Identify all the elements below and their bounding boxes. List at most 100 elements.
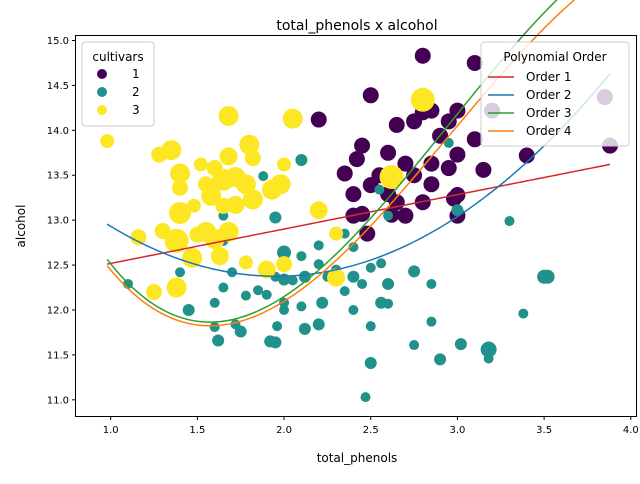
data-point-cultivar-3 <box>309 201 328 220</box>
data-point-cultivar-1 <box>449 146 466 163</box>
legend-polynomial: Polynomial Order Order 1 Order 2 Order 3 Or… <box>480 41 630 147</box>
data-point-cultivar-1 <box>414 47 431 64</box>
y-tick-label: 13.5 <box>47 171 69 182</box>
y-tick-label: 15.0 <box>47 36 69 47</box>
data-point-cultivar-2 <box>426 278 437 289</box>
data-point-cultivar-2 <box>383 210 394 221</box>
data-point-cultivar-2 <box>451 204 464 217</box>
data-point-cultivar-2 <box>348 242 359 253</box>
x-axis: 1.0 1.5 2.0 2.5 3.0 3.5 4.0 <box>103 416 639 436</box>
x-tick-label: 1.5 <box>189 425 205 436</box>
data-point-cultivar-3 <box>201 185 222 206</box>
y-axis: 11.0 11.5 12.0 12.5 13.0 13.5 14.0 14.5 15.0 <box>47 36 76 406</box>
data-point-cultivar-2 <box>382 277 395 290</box>
data-point-cultivar-2 <box>348 304 359 315</box>
x-tick-label: 2.0 <box>276 425 292 436</box>
data-point-cultivar-2 <box>409 340 420 351</box>
legend-polynomial-title: Polynomial Order <box>503 50 606 64</box>
data-point-cultivar-2 <box>408 265 421 278</box>
y-axis-label: alcohol <box>14 205 28 248</box>
legend-cultivars-box <box>81 41 155 127</box>
legend-polynomial-box <box>480 41 630 147</box>
data-point-cultivar-3 <box>239 134 260 155</box>
data-point-cultivar-1 <box>466 54 483 71</box>
data-point-cultivar-3 <box>329 226 344 241</box>
data-point-cultivar-2 <box>175 267 186 278</box>
data-point-cultivar-2 <box>483 353 494 364</box>
data-point-cultivar-1 <box>336 165 353 182</box>
data-point-cultivar-2 <box>518 308 529 319</box>
data-point-cultivar-2 <box>480 341 497 358</box>
data-point-cultivar-3 <box>210 247 229 266</box>
y-tick-label: 12.0 <box>47 305 69 316</box>
data-point-cultivar-2 <box>287 275 298 286</box>
data-point-cultivar-2 <box>364 356 377 369</box>
y-tick-label: 12.5 <box>47 261 69 272</box>
fit-line-order-3 <box>106 0 558 323</box>
data-point-cultivar-2 <box>313 259 324 270</box>
legend-cultivar-1-label: 1 <box>132 67 140 81</box>
data-point-cultivar-1 <box>388 116 405 133</box>
x-tick-label: 2.5 <box>363 425 379 436</box>
data-point-cultivar-2 <box>269 211 282 224</box>
data-point-cultivar-1 <box>440 160 457 177</box>
data-point-cultivar-3 <box>189 226 206 243</box>
data-point-cultivar-3 <box>410 87 435 112</box>
legend-order-2-label: Order 2 <box>526 88 572 102</box>
data-point-cultivar-2 <box>504 216 515 227</box>
data-point-cultivar-1 <box>345 186 362 203</box>
data-point-cultivar-1 <box>397 207 414 224</box>
data-point-cultivar-2 <box>240 290 251 301</box>
data-point-cultivar-2 <box>218 282 229 293</box>
y-tick-label: 14.5 <box>47 81 69 92</box>
data-point-cultivar-3 <box>282 108 303 129</box>
data-point-cultivar-1 <box>449 102 466 119</box>
legend-order-1-label: Order 1 <box>526 70 572 84</box>
y-tick-label: 11.5 <box>47 350 69 361</box>
data-point-cultivar-2 <box>209 322 220 333</box>
data-point-cultivar-3 <box>257 260 276 279</box>
data-point-cultivar-2 <box>347 270 360 283</box>
data-point-cultivar-3 <box>130 229 147 246</box>
data-point-cultivar-1 <box>518 147 535 164</box>
points-layer <box>100 47 618 403</box>
data-point-cultivar-2 <box>426 316 437 327</box>
data-point-cultivar-3 <box>166 277 187 298</box>
x-tick-label: 1.0 <box>103 425 119 436</box>
data-point-cultivar-3 <box>151 146 168 163</box>
data-point-cultivar-2 <box>339 286 350 297</box>
data-point-cultivar-3 <box>172 179 189 196</box>
x-tick-label: 4.0 <box>623 425 639 436</box>
data-point-cultivar-2 <box>269 336 282 349</box>
data-point-cultivar-2 <box>212 334 225 347</box>
data-point-cultivar-2 <box>312 318 325 331</box>
data-point-cultivar-3 <box>238 255 253 270</box>
data-point-cultivar-1 <box>423 176 440 193</box>
fit-line-order-2 <box>106 73 611 278</box>
data-point-cultivar-3 <box>244 150 261 167</box>
data-point-cultivar-3 <box>235 174 256 195</box>
legend-cultivar-1-marker <box>97 69 107 79</box>
data-point-cultivar-3 <box>186 198 201 213</box>
legend-cultivar-3-label: 3 <box>132 103 140 117</box>
data-point-cultivar-3 <box>212 168 235 191</box>
data-point-cultivar-1 <box>354 137 371 154</box>
chart-title: total_phenols x alcohol <box>276 18 437 34</box>
legend-cultivar-2-marker <box>97 87 107 97</box>
data-point-cultivar-2 <box>182 303 195 316</box>
data-point-cultivar-3 <box>327 268 346 287</box>
data-point-cultivar-2 <box>279 304 290 315</box>
data-point-cultivar-2 <box>374 184 385 195</box>
data-point-cultivar-2 <box>296 301 307 312</box>
data-point-cultivar-3 <box>164 228 189 253</box>
plot-frame <box>75 35 637 417</box>
data-point-cultivar-3 <box>261 179 282 200</box>
data-point-cultivar-2 <box>209 297 220 308</box>
data-point-cultivar-1 <box>397 155 414 172</box>
data-point-cultivar-2 <box>454 338 467 351</box>
data-point-cultivar-1 <box>445 190 462 207</box>
data-point-cultivar-2 <box>272 321 283 332</box>
legend-order-4-label: Order 4 <box>526 124 572 138</box>
data-point-cultivar-2 <box>357 278 368 289</box>
data-point-cultivar-1 <box>423 155 440 172</box>
